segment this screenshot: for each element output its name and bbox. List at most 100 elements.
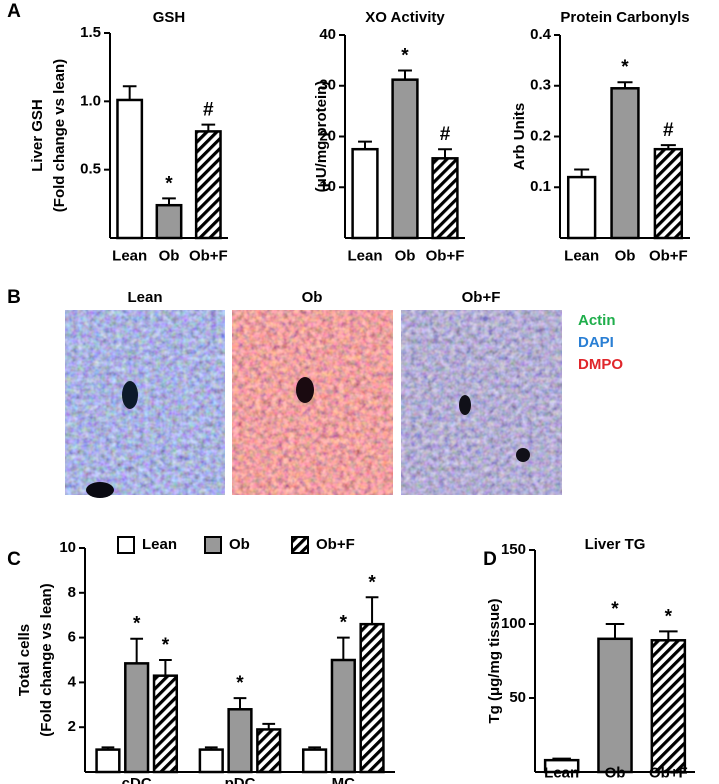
bar <box>301 748 328 774</box>
y-axis-label: Tg (μg/mg tissue) <box>486 598 503 723</box>
bar <box>227 708 253 774</box>
bar <box>351 147 379 240</box>
error-bar <box>262 722 276 730</box>
y-axis-label: Total cells <box>16 624 33 696</box>
significance-mark: * <box>401 46 409 67</box>
vessel <box>86 482 114 498</box>
stain-label: Actin <box>578 312 616 329</box>
image-label: Lean <box>127 289 162 306</box>
error-bar <box>660 144 676 150</box>
error-bar <box>336 636 350 660</box>
significance-mark: * <box>665 606 673 627</box>
vessel <box>296 377 314 403</box>
significance-mark: * <box>368 572 376 593</box>
y-tick-label: 4 <box>68 673 77 690</box>
x-tick-label: Ob+F <box>649 764 688 781</box>
y-tick-label: 1.5 <box>80 24 101 41</box>
error-bar <box>201 123 216 132</box>
error-bar <box>233 697 247 710</box>
y-axis-label: (Fold change vs lean) <box>38 583 55 736</box>
panel-label: B <box>7 287 21 308</box>
x-tick-label: pDC <box>225 775 256 784</box>
y-tick-label: 10 <box>59 539 76 556</box>
bar <box>359 622 385 774</box>
chart-title: GSH <box>153 9 186 26</box>
panel-b-images <box>65 310 562 498</box>
error-bar <box>365 596 379 625</box>
error-bar <box>162 197 176 206</box>
y-axis-label: Liver GSH <box>29 99 46 172</box>
y-tick-label: 10 <box>319 178 336 195</box>
panel-label: D <box>483 549 497 570</box>
bar <box>256 728 282 774</box>
bar <box>431 157 459 240</box>
significance-mark: * <box>340 613 348 634</box>
legend-swatch <box>204 536 222 554</box>
bar <box>155 203 183 240</box>
bar <box>566 175 597 240</box>
legend-swatch <box>291 536 309 554</box>
error-bar <box>122 85 137 100</box>
error-bar <box>204 746 218 750</box>
legend-label: Ob+F <box>316 536 355 553</box>
significance-mark: * <box>165 173 173 194</box>
y-tick-label: 0.5 <box>80 161 101 178</box>
image-label: Ob <box>302 289 323 306</box>
x-tick-label: Lean <box>564 247 599 264</box>
significance-mark: * <box>236 673 244 694</box>
bar <box>116 98 144 240</box>
significance-mark: * <box>621 57 629 78</box>
error-bar <box>358 140 372 150</box>
bar <box>194 130 222 240</box>
bar <box>597 637 633 774</box>
y-tick-label: 0.1 <box>530 178 551 195</box>
y-tick-label: 1.0 <box>80 92 101 109</box>
y-tick-label: 6 <box>68 629 76 646</box>
x-tick-label: Ob+F <box>426 247 465 264</box>
x-tick-label: Ob <box>159 247 180 264</box>
y-tick-label: 30 <box>319 77 336 94</box>
y-axis-label: Arb Units <box>511 103 528 171</box>
x-tick-label: MC <box>332 775 355 784</box>
micrograph <box>65 310 225 495</box>
bar <box>610 87 640 240</box>
significance-mark: * <box>162 635 170 656</box>
bar <box>330 658 356 774</box>
panel-label: A <box>7 1 21 22</box>
x-tick-label: Ob+F <box>189 247 228 264</box>
error-bar <box>398 69 412 80</box>
significance-mark: # <box>203 100 214 121</box>
error-bar <box>617 81 633 89</box>
image-label: Ob+F <box>462 289 501 306</box>
y-tick-label: 100 <box>501 615 526 632</box>
y-tick-label: 2 <box>68 718 76 735</box>
error-bar <box>552 757 571 761</box>
micrograph <box>401 310 562 495</box>
chart-title: Protein Carbonyls <box>560 9 689 26</box>
y-tick-label: 20 <box>319 127 336 144</box>
y-tick-label: 50 <box>509 689 526 706</box>
error-bar <box>101 746 115 750</box>
significance-mark: * <box>611 599 619 620</box>
legend-label: Lean <box>142 536 177 553</box>
y-axis-label: (μU/mg protein) <box>313 81 330 193</box>
error-bar <box>130 637 144 664</box>
x-tick-label: Lean <box>544 764 579 781</box>
x-tick-label: Lean <box>112 247 147 264</box>
chart-title: Liver TG <box>585 536 646 553</box>
x-tick-label: cDC <box>122 775 152 784</box>
x-tick-label: Ob <box>605 764 626 781</box>
bar <box>650 639 687 774</box>
micrograph <box>232 310 393 495</box>
significance-mark: # <box>663 120 674 141</box>
vessel <box>459 395 471 415</box>
y-tick-label: 0.3 <box>530 77 551 94</box>
significance-mark: * <box>133 614 141 635</box>
bar <box>152 674 179 774</box>
error-bar <box>605 623 625 639</box>
y-tick-label: 8 <box>68 584 76 601</box>
x-tick-label: Ob+F <box>649 247 688 264</box>
y-tick-label: 40 <box>319 26 336 43</box>
significance-mark: # <box>440 124 451 145</box>
